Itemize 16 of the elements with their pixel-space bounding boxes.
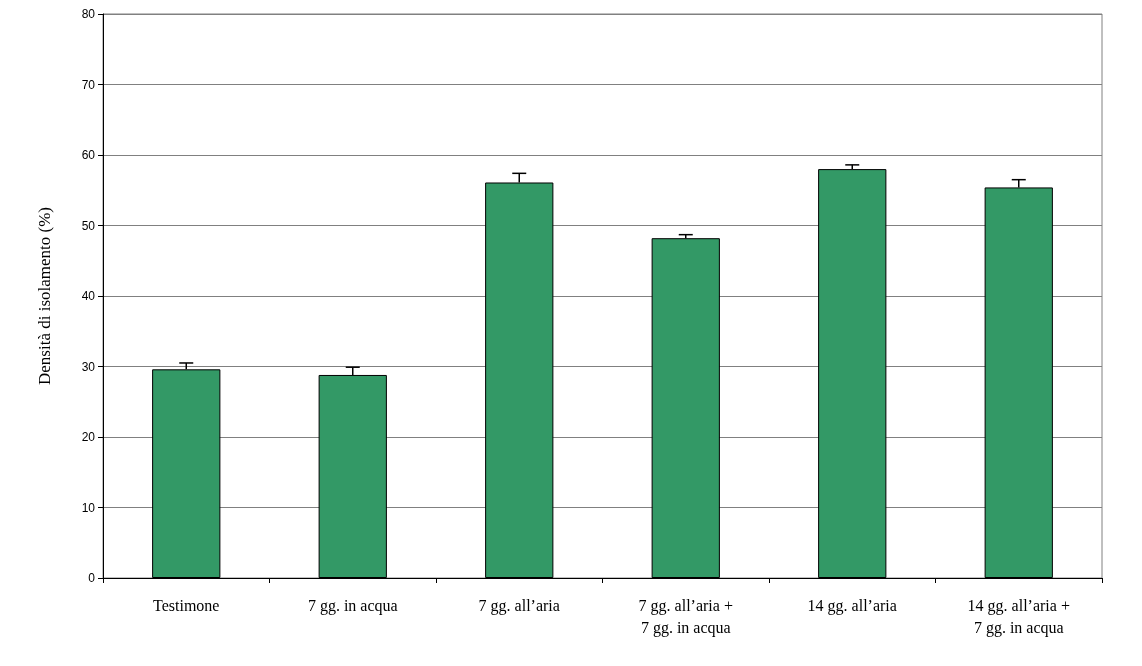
x-tick-label: 7 gg. in acqua [307, 596, 398, 615]
y-tick-label: 80 [81, 7, 96, 21]
y-axis-title: Densità di isolamento (%) [35, 207, 54, 385]
y-tick-label: 50 [81, 218, 96, 233]
x-tick-label: 7 gg. all’aria [478, 596, 560, 615]
y-tick-label: 30 [81, 359, 96, 374]
y-tick-label: 60 [81, 148, 96, 162]
x-tick-label: Testimone [153, 596, 220, 614]
x-tick-label: 14 gg. all’aria + 7 gg. in acqua [967, 596, 1070, 637]
y-tick-label: 40 [81, 289, 96, 303]
y-tick-label: 10 [81, 500, 96, 515]
y-tick-label: 0 [88, 571, 96, 585]
y-tick-label: 70 [81, 77, 96, 92]
x-tick-label: 7 gg. all’aria + 7 gg. in acqua [638, 596, 733, 637]
x-tick-label: 14 gg. all’aria [807, 596, 897, 615]
y-tick-label: 20 [81, 430, 96, 444]
